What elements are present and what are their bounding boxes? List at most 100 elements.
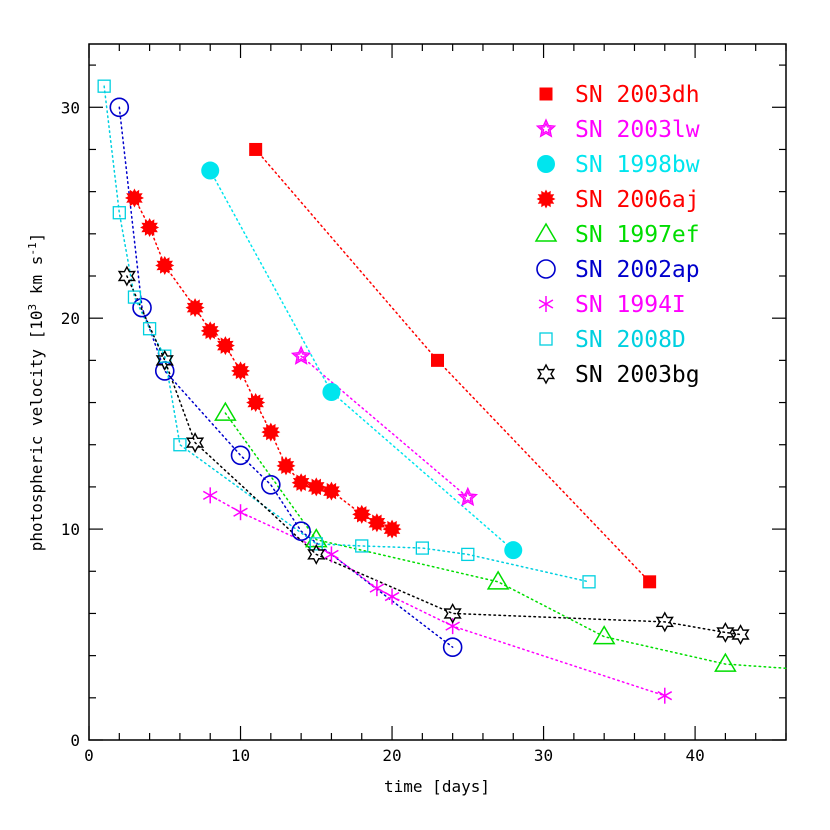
data-points bbox=[97, 79, 750, 704]
y-axis-title-sup: 3 bbox=[26, 304, 39, 311]
legend-label: SN 2003bg bbox=[575, 362, 700, 388]
data-point bbox=[291, 521, 311, 542]
data-point bbox=[291, 473, 311, 493]
series-line bbox=[300, 355, 469, 499]
y-axis-title: photospheric velocity [103 km s-1] bbox=[26, 233, 46, 552]
data-point bbox=[117, 265, 136, 287]
legend-item: SN 2003lw bbox=[535, 117, 700, 143]
y-axis-title-unit: km s bbox=[27, 256, 46, 304]
data-point bbox=[443, 602, 462, 624]
data-point bbox=[261, 422, 281, 442]
data-point bbox=[97, 79, 111, 93]
data-point bbox=[355, 539, 369, 553]
data-point bbox=[200, 321, 220, 341]
series-line bbox=[103, 85, 590, 583]
legend-marker bbox=[534, 222, 558, 242]
axis-ticks: 0 10 20 30 40 0 10 20 30 bbox=[61, 44, 787, 765]
data-point bbox=[185, 298, 205, 318]
data-point bbox=[307, 543, 326, 565]
legend-item: SN 1998bw bbox=[537, 152, 700, 178]
series-line bbox=[209, 494, 666, 697]
legend: SN 2003dh SN 2003lw SN 1998bw SN 2006aj SN 1… bbox=[534, 82, 700, 388]
legend-label: SN 2003lw bbox=[575, 117, 700, 143]
legend-item: SN 2006aj bbox=[536, 187, 700, 213]
data-point bbox=[276, 456, 296, 476]
legend-label: SN 2002ap bbox=[575, 257, 700, 283]
data-point bbox=[655, 611, 674, 633]
legend-label: SN 1998bw bbox=[575, 152, 700, 178]
legend-item: SN 1997ef bbox=[534, 222, 700, 248]
legend-marker bbox=[539, 332, 553, 346]
data-point bbox=[214, 401, 237, 421]
data-point bbox=[382, 519, 402, 539]
data-point bbox=[201, 161, 220, 180]
legend-label: SN 1997ef bbox=[575, 222, 700, 248]
x-tick-label: 10 bbox=[231, 746, 250, 765]
data-point bbox=[249, 142, 263, 156]
data-point bbox=[140, 217, 160, 237]
data-point bbox=[504, 541, 523, 560]
data-point bbox=[442, 637, 463, 658]
x-axis-title: time [days] bbox=[384, 777, 490, 796]
legend-marker bbox=[536, 189, 556, 209]
x-tick-label: 20 bbox=[382, 746, 401, 765]
data-point bbox=[124, 188, 144, 208]
data-point bbox=[384, 588, 400, 605]
data-point bbox=[233, 504, 248, 521]
legend-label: SN 2008D bbox=[575, 327, 686, 353]
legend-label: SN 2003dh bbox=[575, 82, 700, 108]
data-point bbox=[592, 625, 616, 645]
data-point bbox=[369, 580, 385, 597]
y-axis-title-close: ] bbox=[27, 233, 46, 243]
data-point bbox=[215, 336, 235, 356]
data-point bbox=[657, 687, 673, 704]
data-point bbox=[309, 537, 323, 551]
x-tick-label: 40 bbox=[685, 746, 704, 765]
legend-item: SN 2008D bbox=[539, 327, 686, 353]
data-point bbox=[155, 349, 174, 371]
data-point bbox=[230, 445, 251, 466]
data-point bbox=[582, 575, 596, 589]
legend-item: SN 2002ap bbox=[536, 257, 700, 283]
data-point bbox=[415, 541, 429, 555]
data-point bbox=[431, 353, 444, 367]
legend-marker bbox=[536, 363, 556, 385]
data-point bbox=[643, 575, 657, 589]
data-point bbox=[185, 432, 205, 454]
data-point bbox=[731, 624, 750, 646]
legend-marker bbox=[536, 259, 556, 279]
y-tick-label: 30 bbox=[61, 98, 80, 117]
legend-item: SN 1994I bbox=[538, 292, 686, 318]
data-point bbox=[109, 97, 130, 118]
legend-label: SN 2006aj bbox=[575, 187, 700, 213]
y-tick-label: 10 bbox=[61, 520, 80, 539]
data-point bbox=[457, 486, 479, 507]
data-point bbox=[231, 361, 251, 381]
data-point bbox=[132, 297, 152, 318]
legend-item: SN 2003dh bbox=[539, 82, 700, 108]
data-point bbox=[322, 383, 341, 401]
data-point bbox=[306, 477, 326, 497]
data-point bbox=[367, 513, 387, 533]
legend-item: SN 2003bg bbox=[536, 362, 700, 388]
x-tick-label: 30 bbox=[534, 746, 553, 765]
plot-frame bbox=[88, 43, 787, 741]
data-point bbox=[461, 547, 475, 562]
y-axis-title-text: photospheric velocity [10 bbox=[27, 310, 46, 551]
legend-label: SN 1994I bbox=[575, 292, 686, 318]
data-point bbox=[173, 438, 187, 452]
data-point bbox=[127, 290, 142, 304]
legend-marker bbox=[539, 87, 553, 101]
data-point bbox=[352, 504, 372, 524]
y-axis-title-unit-sup: -1 bbox=[26, 242, 39, 255]
data-point bbox=[486, 570, 510, 590]
series-line bbox=[118, 106, 454, 648]
data-point bbox=[155, 255, 175, 275]
y-tick-label: 0 bbox=[70, 731, 80, 750]
series-line bbox=[224, 412, 787, 670]
data-point bbox=[714, 652, 737, 672]
y-tick-label: 20 bbox=[61, 309, 80, 328]
series-line bbox=[133, 197, 393, 530]
data-point bbox=[112, 206, 126, 220]
